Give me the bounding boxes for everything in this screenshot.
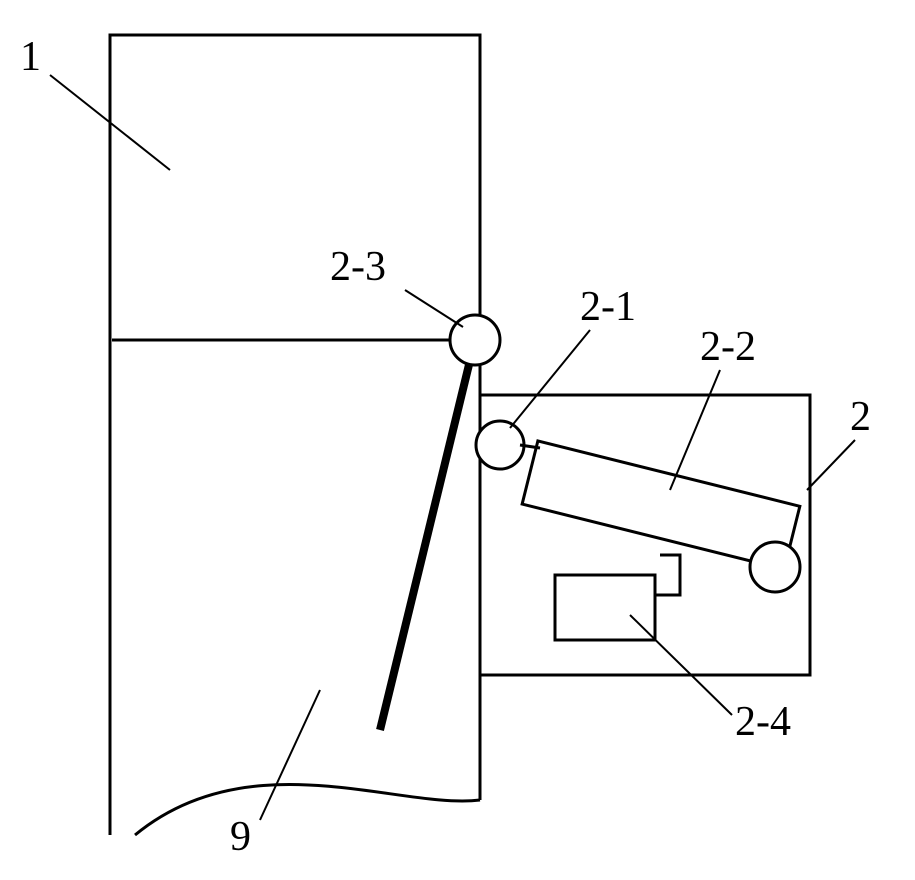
label-2-4: 2-4	[735, 699, 791, 745]
label-2-3: 2-3	[330, 244, 386, 290]
label-2-1: 2-1	[580, 284, 636, 330]
label-2-2: 2-2	[700, 324, 756, 370]
label-2: 2	[850, 394, 871, 440]
label-1: 1	[20, 34, 41, 80]
label-9: 9	[230, 814, 251, 860]
schematic-diagram: 1 2-3 2-1 2-2 2 2-4 9	[0, 0, 915, 880]
